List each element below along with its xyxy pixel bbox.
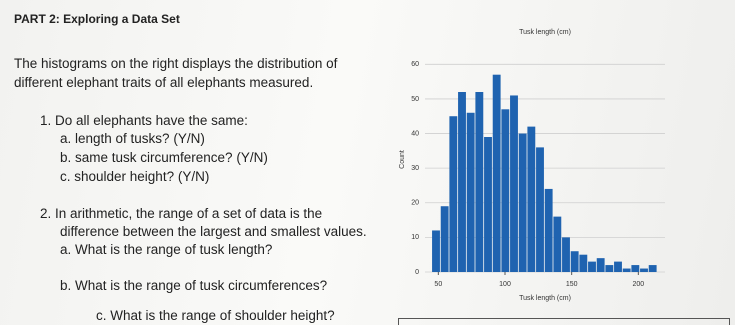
bar [562,237,570,272]
bar [596,258,605,272]
question-item: c. What is the range of shoulder height? [96,308,335,323]
y-tick-label: 50 [411,96,419,103]
x-axis-label: Tusk length (cm) [519,295,571,302]
x-tick-label: 200 [632,281,644,288]
bar [527,126,536,272]
question-item: b. same tusk circumference? (Y/N) [60,150,268,165]
question-item: c. shoulder height? (Y/N) [60,169,210,184]
bar [501,109,510,272]
question-item: b. What is the range of tusk circumferen… [60,278,328,293]
bar [570,251,579,272]
bar [449,116,458,272]
bar [510,95,518,272]
chart-title: Tusk length (cm) [519,29,571,36]
bar [475,92,484,272]
y-tick-label: 30 [411,165,419,172]
question-item: a. length of tusks? (Y/N) [60,131,205,146]
intro-line: different elephant traits of all elephan… [14,75,314,90]
histogram: Tusk length (cm) Tusk length (cm) Count 0 10… [399,29,665,302]
question-item: a. What is the range of tusk length? [60,242,273,257]
bar [588,261,596,272]
question: 2. In arithmetic, the range of a set of … [40,206,323,221]
bar [518,133,527,272]
question: 1. Do all elephants have the same: [40,113,248,128]
y-axis-label: Count [399,150,406,169]
bar [605,265,614,272]
answer-box [398,318,730,325]
bar [536,147,544,272]
x-tick-label: 50 [434,281,442,288]
y-tick-label: 0 [415,269,419,276]
bar [458,92,466,272]
intro-line: The histograms on the right displays the… [14,56,338,71]
y-tick-label: 20 [411,200,419,207]
bar [466,112,475,273]
heading: PART 2: Exploring a Data Set [14,12,180,26]
x-tick-label: 150 [566,281,578,288]
bar [432,230,440,272]
y-tick-label: 40 [411,130,419,137]
bar [553,216,562,272]
bar [648,265,657,272]
bar [492,74,501,272]
bar [640,268,648,272]
bar [631,265,640,272]
bar [484,137,492,272]
bar [622,268,631,272]
y-tick-label: 60 [411,61,419,68]
question: difference between the largest and small… [60,224,367,239]
x-tick-label: 100 [499,281,511,288]
bar [544,188,553,272]
bar [579,254,588,272]
y-tick-label: 10 [411,234,419,241]
bar [440,206,449,272]
bar [614,261,622,272]
